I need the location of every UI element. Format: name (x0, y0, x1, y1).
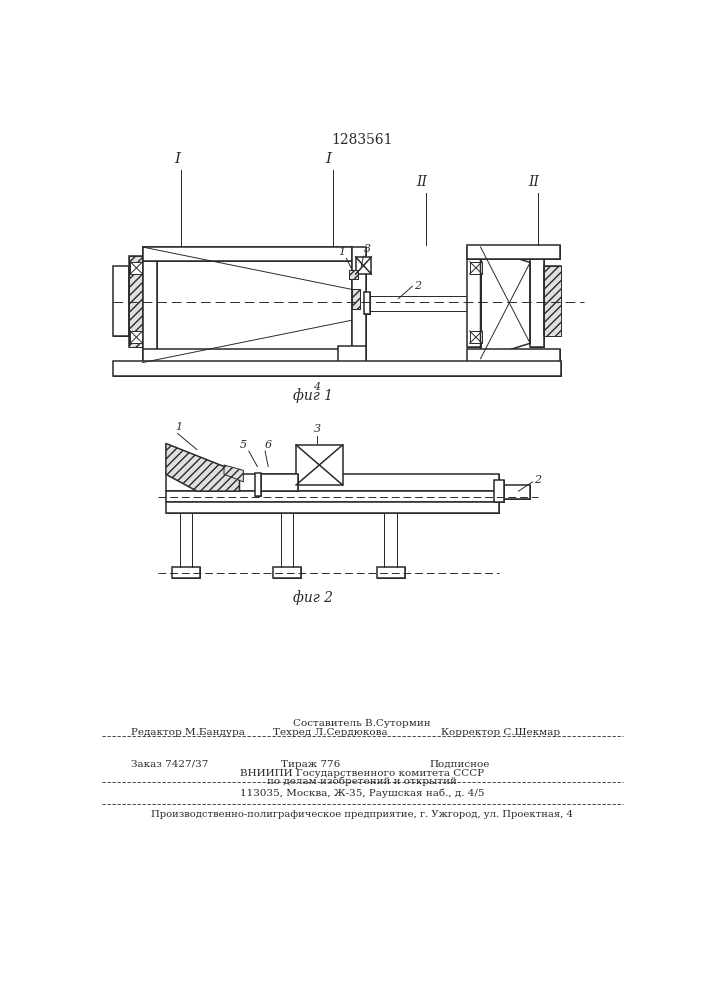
Bar (130, 262, 143, 274)
Bar (143, 247, 352, 261)
Bar (469, 262, 482, 274)
Text: Тираж 776: Тираж 776 (281, 760, 340, 769)
Bar (260, 474, 298, 491)
Text: 6: 6 (265, 440, 272, 450)
Bar (281, 513, 293, 567)
Bar (363, 292, 370, 314)
Bar (113, 361, 561, 376)
Bar (349, 270, 358, 279)
Text: 113035, Москва, Ж-35, Раушская наб., д. 4/5: 113035, Москва, Ж-35, Раушская наб., д. … (240, 788, 484, 798)
Text: фиг 1: фиг 1 (293, 388, 333, 403)
Text: по делам изобретений и открытий: по делам изобретений и открытий (267, 777, 457, 786)
Text: фиг 2: фиг 2 (293, 590, 333, 605)
Bar (363, 292, 370, 314)
Bar (338, 346, 366, 363)
Text: ВНИИПИ Государственного комитета СССР: ВНИИПИ Государственного комитета СССР (240, 769, 484, 778)
Bar (467, 349, 559, 363)
Bar (255, 473, 261, 496)
Text: 1: 1 (175, 422, 182, 432)
Bar (499, 485, 530, 499)
Text: Редактор М.Бандура: Редактор М.Бандура (131, 728, 245, 737)
Bar (143, 247, 352, 261)
Bar (255, 473, 261, 496)
Bar (172, 567, 200, 578)
Text: 4: 4 (313, 382, 320, 392)
Bar (260, 474, 298, 491)
Bar (166, 491, 499, 502)
Bar (467, 247, 481, 347)
Bar (143, 247, 352, 363)
Bar (352, 289, 360, 309)
Bar (467, 349, 559, 363)
Bar (338, 346, 366, 363)
Text: 2: 2 (534, 475, 541, 485)
Bar (113, 266, 129, 336)
Bar (143, 349, 352, 363)
Bar (385, 513, 397, 567)
Text: Производственно-полиграфическое предприятие, г. Ужгород, ул. Проектная, 4: Производственно-полиграфическое предприя… (151, 810, 573, 819)
Bar (129, 256, 143, 347)
Bar (166, 474, 499, 491)
Text: 1: 1 (339, 247, 346, 257)
Text: I: I (175, 152, 180, 166)
Text: 2: 2 (414, 281, 421, 291)
Bar (499, 485, 530, 499)
Text: 1283561: 1283561 (331, 133, 392, 147)
Bar (530, 247, 544, 347)
Bar (544, 266, 561, 336)
Polygon shape (166, 443, 240, 491)
Bar (143, 349, 352, 363)
Bar (469, 331, 482, 343)
Bar (467, 247, 481, 347)
Text: 3: 3 (364, 244, 371, 254)
Text: Составитель В.Сутормин: Составитель В.Сутормин (293, 719, 431, 728)
Bar (143, 247, 156, 363)
Text: Корректор С.Шекмар: Корректор С.Шекмар (441, 728, 560, 737)
Bar (166, 491, 499, 502)
Text: Заказ 7427/37: Заказ 7427/37 (131, 760, 209, 769)
Bar (499, 485, 530, 499)
Bar (143, 247, 156, 363)
Bar (172, 567, 200, 578)
Text: I: I (326, 152, 332, 166)
Text: 5: 5 (240, 440, 247, 450)
Text: II: II (529, 175, 539, 189)
Bar (130, 331, 143, 343)
Bar (352, 289, 360, 309)
Text: Техред Л.Сердюкова: Техред Л.Сердюкова (273, 728, 387, 737)
Bar (273, 567, 300, 578)
Bar (113, 361, 561, 376)
Text: Подписное: Подписное (429, 760, 490, 769)
Bar (356, 257, 371, 274)
Bar (467, 245, 559, 259)
Bar (544, 266, 561, 336)
Bar (494, 480, 504, 502)
Bar (352, 247, 366, 347)
Bar (530, 247, 544, 347)
Bar (467, 245, 559, 259)
Text: II: II (416, 175, 427, 189)
Bar (273, 567, 300, 578)
Bar (349, 270, 358, 279)
Polygon shape (224, 465, 243, 482)
Bar (352, 247, 366, 347)
Bar (166, 502, 499, 513)
Bar (366, 296, 467, 311)
Text: 3: 3 (313, 424, 320, 434)
Bar (113, 266, 129, 336)
Bar (494, 480, 504, 502)
Bar (377, 567, 404, 578)
Bar (166, 502, 499, 513)
Bar (166, 474, 499, 491)
Bar (180, 513, 192, 567)
Bar (377, 567, 404, 578)
Bar (366, 296, 467, 311)
Bar (296, 445, 343, 485)
Bar (129, 256, 143, 347)
